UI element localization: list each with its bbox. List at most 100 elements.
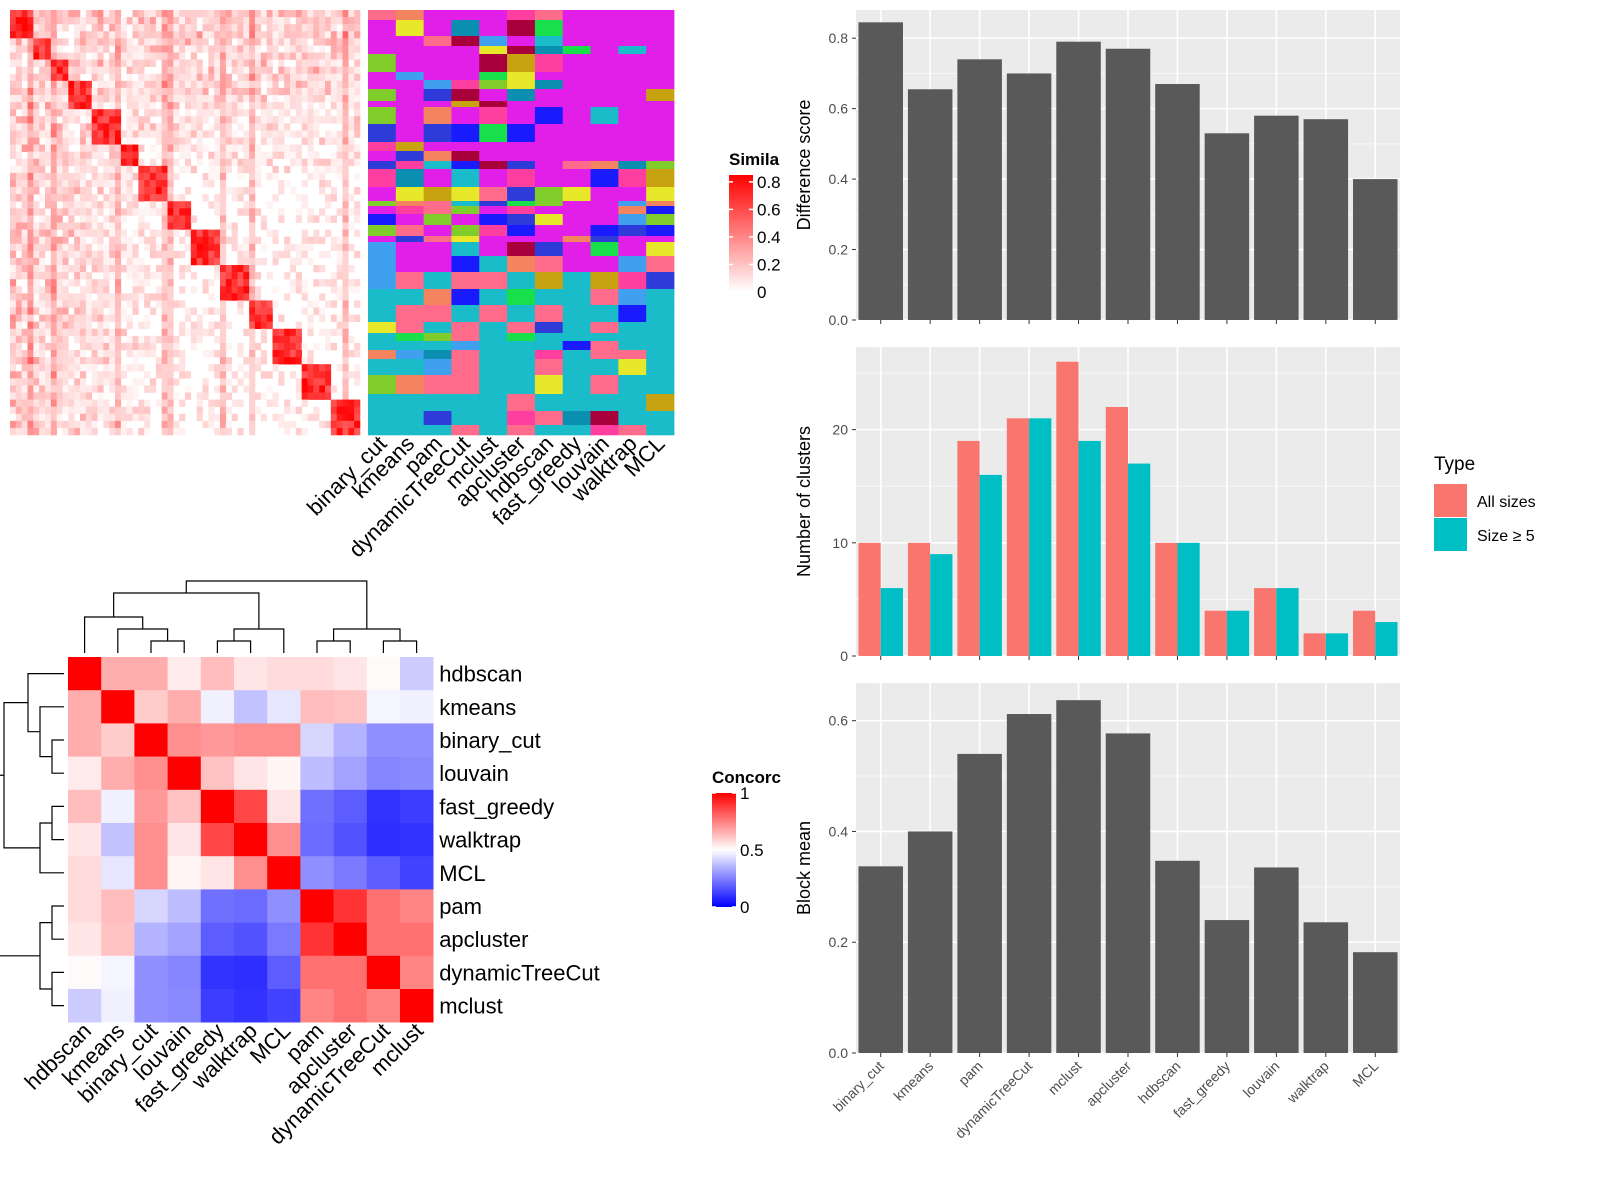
membership-cell: [618, 124, 647, 143]
membership-cell: [423, 256, 452, 273]
similarity-cell: [249, 17, 256, 25]
membership-cell: [395, 151, 425, 162]
similarity-cell: [85, 321, 92, 330]
similarity-cell: [290, 151, 297, 160]
similarity-cell: [15, 208, 22, 216]
concordance-row-label: binary_cut: [439, 728, 541, 753]
membership-cell: [590, 322, 619, 334]
concordance-cell: [333, 657, 368, 691]
similarity-cell: [190, 335, 197, 344]
similarity-cell: [295, 194, 302, 202]
similarity-cell: [115, 158, 122, 167]
similarity-cell: [27, 413, 34, 422]
similarity-cell: [342, 427, 349, 436]
concordance-cell: [333, 756, 368, 791]
similarity-cell: [167, 222, 174, 230]
similarity-cell: [50, 215, 57, 223]
membership-cell: [562, 10, 591, 21]
similarity-cell: [39, 165, 46, 174]
similarity-cell: [220, 130, 227, 138]
membership-cell: [534, 142, 564, 152]
membership-cell: [618, 10, 647, 21]
similarity-cell: [62, 399, 69, 407]
similarity-cell: [214, 80, 221, 89]
membership-cell: [590, 272, 619, 290]
concordance-cell: [68, 756, 102, 791]
similarity-cell: [91, 180, 98, 188]
similarity-cell: [120, 31, 127, 39]
similarity-cell: [301, 279, 308, 287]
dendrogram-branch: [216, 640, 252, 653]
similarity-cell: [179, 66, 186, 75]
similarity-cell: [330, 95, 337, 103]
similarity-cell: [167, 236, 174, 245]
similarity-cell: [249, 399, 256, 407]
similarity-cell: [301, 59, 308, 67]
similarity-legend-title: Simila: [729, 150, 780, 169]
similarity-cell: [56, 300, 63, 308]
similarity-cell: [33, 80, 40, 89]
similarity-cell: [120, 307, 127, 315]
concordance-cell: [167, 690, 202, 724]
similarity-cell: [21, 300, 28, 308]
similarity-cell: [161, 300, 168, 308]
membership-cell: [618, 54, 647, 73]
similarity-cell: [214, 158, 221, 167]
similarity-cell: [208, 17, 215, 25]
similarity-cell: [243, 59, 250, 67]
similarity-cell: [196, 10, 203, 18]
similarity-cell: [138, 399, 145, 407]
membership-cell: [395, 359, 425, 376]
dendrogram-branch: [3, 702, 40, 849]
similarity-cell: [272, 229, 279, 237]
similarity-cell: [214, 194, 221, 202]
similarity-cell: [272, 95, 279, 103]
similarity-cell: [249, 109, 256, 117]
membership-cell: [646, 169, 675, 188]
similarity-cell: [15, 130, 22, 138]
similarity-cell: [33, 236, 40, 245]
similarity-cell: [237, 165, 244, 174]
membership-cell: [562, 350, 591, 360]
similarity-cell: [313, 236, 320, 245]
similarity-cell: [243, 236, 250, 245]
similarity-cell: [45, 243, 52, 252]
similarity-cell: [45, 328, 52, 337]
similarity-cell: [80, 350, 87, 358]
membership-cell: [451, 333, 480, 342]
similarity-cell: [80, 229, 87, 237]
similarity-cell: [313, 385, 320, 393]
similarity-cell: [45, 265, 52, 273]
similarity-cell: [161, 420, 168, 429]
membership-cell: [507, 272, 536, 290]
similarity-cell: [126, 300, 133, 308]
membership-cell: [534, 107, 564, 125]
similarity-cell: [348, 144, 355, 152]
similarity-cell: [68, 243, 75, 252]
membership-cell: [479, 107, 508, 125]
similarity-cell: [10, 87, 17, 96]
similarity-cell: [120, 38, 127, 46]
concordance-cell: [101, 657, 135, 691]
similarity-cell: [132, 158, 139, 167]
similarity-cell: [144, 420, 151, 429]
membership-cell: [423, 89, 452, 102]
concordance-row-label: hdbscan: [439, 662, 522, 687]
similarity-cell: [260, 350, 267, 358]
similarity-cell: [266, 80, 273, 89]
similarity-cell: [237, 123, 244, 131]
similarity-cell: [319, 24, 326, 32]
similarity-cell: [295, 151, 302, 160]
similarity-cell: [284, 406, 291, 415]
similarity-cell: [243, 286, 250, 294]
similarity-cell: [27, 95, 34, 103]
similarity-cell: [21, 17, 28, 25]
similarity-cell: [325, 229, 332, 237]
similarity-cell: [225, 364, 232, 372]
similarity-cell: [115, 286, 122, 294]
similarity-cell: [313, 109, 320, 117]
concordance-cell: [366, 756, 401, 791]
similarity-cell: [319, 80, 326, 89]
similarity-cell: [214, 371, 221, 379]
similarity-cell: [325, 137, 332, 145]
